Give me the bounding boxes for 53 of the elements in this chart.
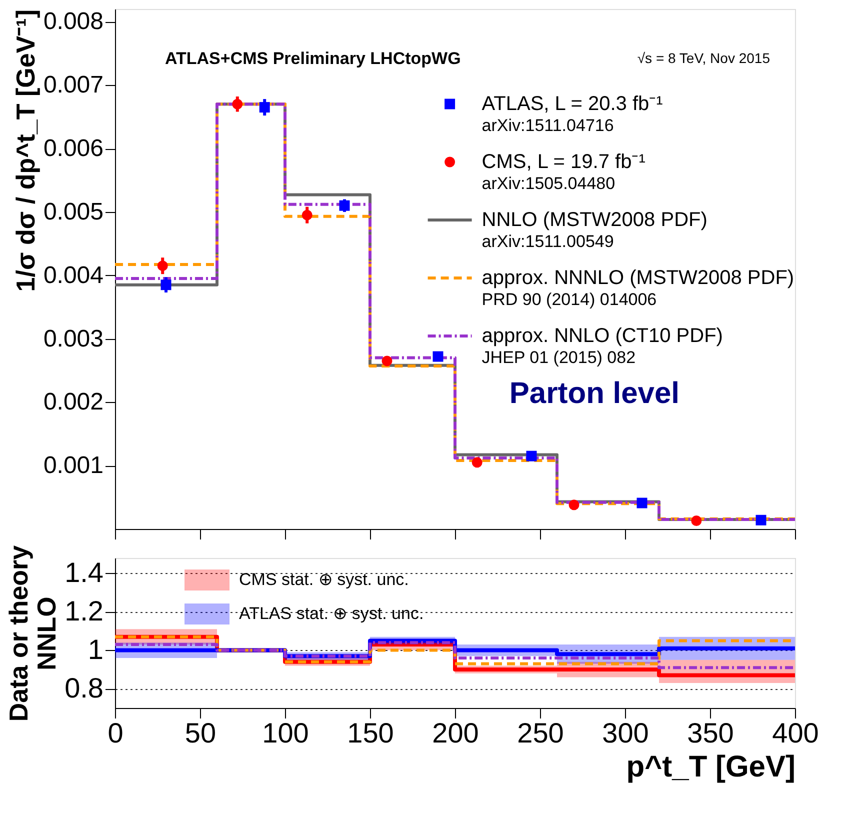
- point: [302, 210, 312, 220]
- y-tick-label: 0.004: [43, 262, 104, 289]
- x-tick-label: 350: [687, 718, 734, 748]
- annotation: arXiv:1505.04480: [482, 174, 616, 193]
- y-tick-label: 1.4: [64, 556, 104, 588]
- x-tick-label: 250: [517, 718, 564, 748]
- point: [472, 457, 482, 468]
- point: [232, 98, 243, 110]
- legend-label: ATLAS stat. ⊕ syst. unc.: [239, 604, 424, 623]
- legend-label: approx. NNNLO (MSTW2008 PDF): [482, 267, 794, 289]
- point: [382, 356, 392, 366]
- point: [339, 200, 350, 211]
- annotation: ATLAS+CMS Preliminary LHCtopWG: [165, 49, 461, 68]
- y-axis-title: 1/σ dσ / dp^t_T [GeV⁻¹]: [10, 10, 40, 292]
- legend-label: CMS, L = 19.7 fb⁻¹: [482, 151, 646, 173]
- legend-label: NNLO (MSTW2008 PDF): [482, 209, 708, 231]
- x-tick-label: 0: [108, 718, 124, 748]
- y-tick-label: 0.008: [43, 8, 104, 36]
- annotation: √s = 8 TeV, Nov 2015: [637, 50, 770, 66]
- annotation: arXiv:1511.00549: [482, 232, 614, 251]
- point: [160, 280, 172, 290]
- y-tick-label: 1.2: [64, 595, 104, 626]
- x-tick-label: 100: [262, 718, 309, 748]
- y-tick-label: 0.002: [43, 388, 104, 416]
- point: [691, 516, 702, 526]
- legend-label: approx. NNLO (CT10 PDF): [482, 325, 723, 347]
- legend-label: ATLAS, L = 20.3 fb⁻¹: [482, 93, 664, 115]
- point: [756, 514, 766, 526]
- point: [636, 498, 648, 508]
- x-axis-title: p^t_T [GeV]: [626, 750, 796, 784]
- y-tick-label: 0.8: [64, 672, 104, 704]
- x-tick-label: 50: [184, 718, 216, 748]
- y-axis-title: Data or theory NNLO: [4, 544, 62, 722]
- x-tick-label: 200: [432, 718, 479, 748]
- point: [157, 260, 168, 272]
- x-tick-label: 300: [602, 718, 649, 748]
- annotation: PRD 90 (2014) 014006: [482, 290, 657, 309]
- y-tick-label: 0.007: [43, 72, 104, 99]
- x-tick-label: 400: [772, 718, 819, 748]
- annotation: Parton level: [509, 376, 680, 410]
- y-tick-label: 0.003: [43, 325, 104, 352]
- point: [568, 500, 580, 510]
- y-tick-label: 0.001: [43, 452, 104, 480]
- point: [259, 102, 270, 113]
- annotation: arXiv:1511.04716: [482, 116, 614, 135]
- legend-label: CMS stat. ⊕ syst. unc.: [239, 570, 409, 589]
- y-tick-label: 0.006: [43, 135, 104, 162]
- y-tick-label: 0.005: [43, 198, 104, 226]
- point: [526, 450, 537, 462]
- y-tick-label: 1: [88, 634, 104, 665]
- x-tick-label: 150: [347, 718, 394, 748]
- annotation: JHEP 01 (2015) 082: [482, 348, 636, 367]
- point: [432, 351, 444, 362]
